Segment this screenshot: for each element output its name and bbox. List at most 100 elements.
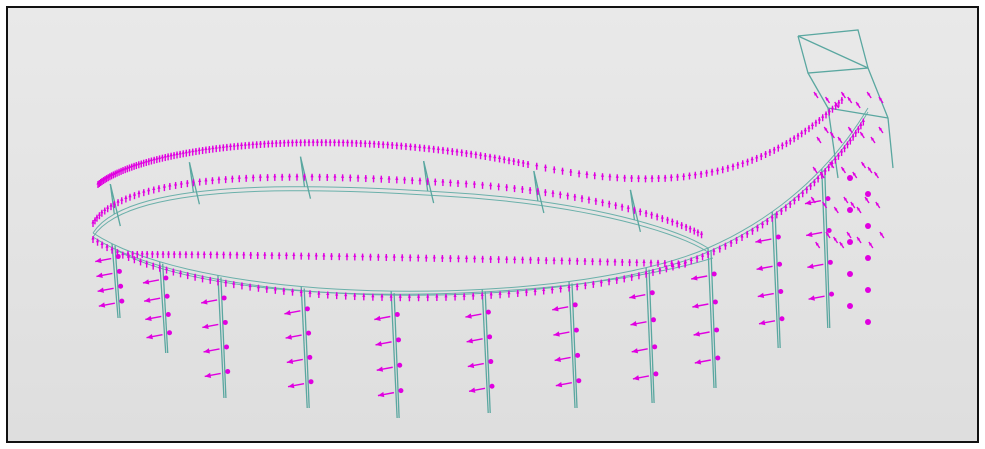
column-load-node: [225, 368, 231, 374]
inner-load-head: [575, 257, 579, 262]
roof-load-head: [324, 139, 328, 143]
column-load-node: [224, 344, 230, 350]
back-post-brace: [299, 156, 312, 199]
column-load-node: [489, 383, 495, 389]
back-rail-load-head: [670, 218, 674, 223]
front-rail-load-head: [232, 281, 236, 285]
column: [300, 286, 308, 409]
back-rail-load-head: [295, 173, 299, 178]
roof-load-head: [796, 132, 800, 137]
inner-load-head: [361, 253, 365, 258]
front-rail-load-head: [559, 285, 563, 290]
column-load-head: [804, 199, 812, 206]
roof-load-head: [432, 145, 436, 150]
inner-load-head: [635, 259, 639, 263]
back-rail-load-head: [230, 175, 234, 180]
roof-load-head: [130, 163, 134, 168]
front-rail-load-head: [533, 288, 537, 292]
back-rail-load-head: [543, 189, 547, 193]
front-rail-load-head: [273, 286, 277, 291]
end-node: [865, 319, 871, 325]
front-rail-load-head: [151, 262, 155, 267]
roof-load-head: [422, 144, 426, 149]
column-load-head: [466, 338, 474, 344]
column: [481, 289, 489, 414]
front-rail-load-head: [695, 255, 699, 259]
roof-load-head: [615, 174, 619, 178]
front-rail-load-head: [615, 276, 619, 281]
roof-load-head: [810, 122, 815, 126]
roof-load-head: [101, 177, 106, 181]
roof-load-head: [307, 139, 311, 143]
roof-load-head: [194, 148, 198, 152]
inner-load-head: [590, 258, 595, 262]
front-rail-load-head: [812, 179, 817, 183]
roof-load-head: [650, 175, 654, 179]
structural-model-viewport[interactable]: [6, 6, 979, 443]
front-rail-load-head: [797, 193, 801, 198]
frame-members: [92, 29, 894, 419]
roof-load-head: [413, 143, 417, 148]
column-load-node: [712, 299, 718, 305]
front-rail-load-head: [462, 293, 466, 297]
back-rail-load-head: [198, 178, 202, 183]
front-rail-load-head: [100, 241, 104, 245]
back-rail-load-head: [594, 197, 598, 202]
inner-load-head: [307, 252, 311, 257]
back-rail-load-head: [356, 174, 360, 179]
structure-canvas[interactable]: [8, 8, 977, 441]
back-post-brace: [109, 183, 121, 227]
roof-load-head: [479, 152, 483, 156]
end-load-head: [811, 197, 815, 201]
end-load-head: [824, 127, 828, 131]
column-load-head: [201, 299, 208, 305]
inner-load-head: [337, 253, 341, 257]
roof-load-head: [759, 153, 763, 157]
roof-load-head: [328, 139, 332, 143]
end-load-head: [813, 167, 817, 171]
back-rail-load-head: [566, 192, 570, 197]
back-rail-load-head: [124, 195, 128, 200]
column-load-node: [165, 311, 171, 317]
column-load-node: [394, 312, 400, 317]
roof-load-head: [552, 166, 556, 170]
end-load-head: [868, 242, 873, 246]
back-rail-load-head: [318, 173, 322, 178]
inner-load-head: [642, 259, 646, 264]
inner-load-head: [156, 251, 160, 255]
roof-load-head: [100, 178, 104, 182]
roof-load-head: [741, 160, 745, 164]
front-rail-load-head: [471, 292, 475, 297]
inner-load-head: [392, 254, 396, 258]
tower-leg: [887, 117, 894, 169]
back-rail-load-head: [655, 213, 659, 217]
roof-load-head: [232, 143, 236, 147]
inner-load-head: [376, 253, 380, 258]
front-rail-load-head: [755, 224, 760, 229]
end-load-head: [838, 137, 842, 141]
column: [390, 291, 398, 419]
column-load-head: [465, 313, 472, 319]
roof-load-head: [699, 170, 703, 175]
back-rail-load-head: [120, 197, 124, 201]
column-load-node: [649, 290, 655, 296]
roof-load-head: [623, 174, 627, 179]
end-node: [847, 207, 853, 213]
front-rail-load-head: [380, 293, 384, 298]
front-rail-load-head: [809, 182, 813, 187]
end-load-head: [860, 132, 864, 136]
roof-load-head: [814, 119, 818, 124]
roof-load-head: [363, 140, 367, 144]
column-load-node: [221, 295, 227, 301]
roof-load-head: [824, 111, 828, 115]
end-load-head: [841, 167, 845, 171]
end-load-head: [841, 92, 845, 96]
roof-load-head: [800, 130, 804, 134]
column-load-node: [775, 234, 781, 240]
front-rail-load-head: [480, 292, 484, 296]
back-ring-beam: [92, 186, 709, 249]
column-load-head: [469, 387, 476, 393]
front-rail-load-head: [158, 264, 162, 269]
inner-load-head: [432, 254, 436, 259]
back-rail-load-head: [237, 175, 241, 179]
